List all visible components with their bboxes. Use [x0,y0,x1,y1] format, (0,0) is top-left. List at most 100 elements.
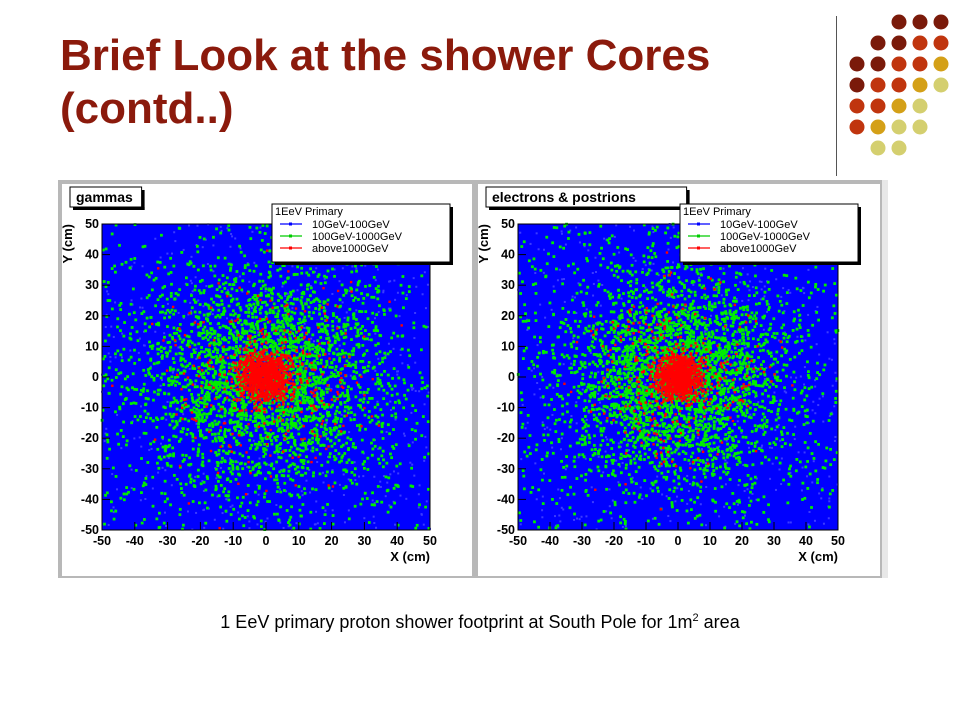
data-point [293,348,297,352]
data-point [379,480,382,483]
data-point [303,352,307,356]
data-point [380,425,384,428]
data-point [166,252,169,255]
data-point [339,378,342,382]
data-point [235,397,239,401]
data-point [244,382,247,385]
data-point [216,348,220,352]
data-point [337,430,341,433]
data-point [378,350,382,354]
data-point [282,526,285,529]
data-point [363,491,367,495]
data-point [171,414,175,418]
data-point [232,338,236,342]
data-point [155,517,159,521]
data-point [242,374,245,378]
data-point [203,412,206,416]
data-point [360,310,364,314]
data-point [167,272,171,276]
data-point [319,368,322,371]
data-point [280,391,284,394]
data-point [294,453,298,457]
data-point [142,518,146,521]
data-point [316,298,320,302]
data-point [140,457,143,460]
data-point [396,484,399,488]
data-point [212,376,216,379]
data-point [291,332,295,335]
data-point [284,361,288,364]
data-point [309,267,313,271]
data-point [286,426,289,430]
data-point [171,357,175,360]
data-point [291,363,294,367]
data-point [208,342,212,346]
data-point [295,522,298,525]
data-point [210,382,214,386]
data-point [295,390,299,394]
data-point [211,425,215,428]
data-point [155,322,158,326]
data-point [241,454,245,458]
data-point [217,452,221,456]
data-point [388,504,391,507]
data-point [259,411,263,415]
data-point [235,329,239,333]
data-point [270,422,274,426]
data-point [230,232,233,235]
data-point [363,394,366,397]
data-point [256,425,259,429]
data-point [406,388,410,392]
data-point [214,380,218,384]
data-point [102,280,106,283]
data-point [422,523,425,526]
data-point [227,498,231,502]
data-point [301,362,304,365]
data-point [256,500,260,504]
data-point [190,330,194,333]
data-point [238,318,242,322]
data-point [290,505,293,509]
data-point [308,438,311,442]
data-point [289,290,292,294]
data-point [129,257,133,261]
data-point [324,331,328,334]
data-point [167,392,171,396]
data-point [163,500,167,504]
data-point [168,349,172,353]
data-point [138,337,141,340]
data-point [102,374,106,378]
data-point [233,366,236,369]
data-point [116,432,119,436]
data-point [337,439,341,442]
data-point [241,514,244,518]
data-point [356,383,360,387]
data-point [371,311,375,315]
data-point [348,353,352,357]
data-point [258,484,261,488]
data-point [335,385,338,388]
data-point [304,362,308,365]
data-point [265,374,268,378]
gammas-scatter-chart: gammas-50 -40 -30 -20 -10 0 10 20 30 40 50-50-40-3… [62,184,472,576]
data-point [193,351,196,355]
data-point [327,348,331,352]
data-point [303,389,307,393]
data-point [305,379,309,383]
data-point [249,447,252,450]
data-point [167,438,171,442]
data-point [268,311,272,315]
data-point [294,467,297,471]
data-point [189,261,193,265]
data-point [151,344,155,348]
data-point [376,342,380,346]
data-point [255,503,259,507]
data-point [156,461,159,465]
data-point [265,348,269,352]
data-point [329,439,333,443]
data-point [315,347,319,351]
data-point [300,326,303,329]
data-point [191,366,195,370]
data-point [304,471,308,475]
data-point [351,353,355,357]
